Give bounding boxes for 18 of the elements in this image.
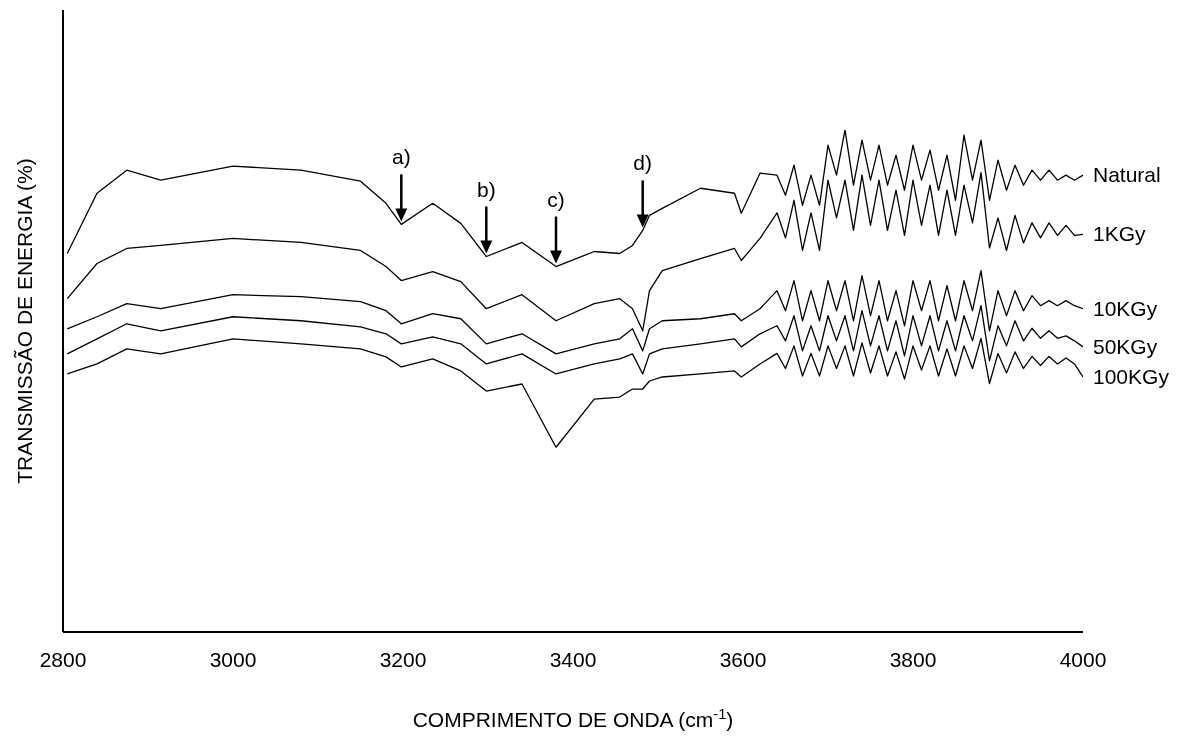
y-axis-title: TRANSMISSÃO DE ENERGIA (%): [13, 158, 36, 484]
x-tick-label: 3200: [379, 647, 427, 671]
series-label: 1KGy: [1093, 222, 1147, 246]
series-label: 100KGy: [1093, 364, 1170, 388]
x-tick-label: 4000: [1059, 647, 1107, 671]
x-tick-label: 2800: [39, 647, 87, 671]
x-tick-label: 3600: [719, 647, 767, 671]
x-tick-label: 3400: [549, 647, 597, 671]
annotation: b): [476, 177, 496, 201]
series-label: 10KGy: [1093, 296, 1158, 320]
annotation: c): [547, 187, 565, 211]
x-tick-label: 3000: [209, 647, 257, 671]
x-tick-label: 3800: [889, 647, 937, 671]
annotation: a): [391, 145, 411, 169]
x-axis-title: COMPRIMENTO DE ONDA (cm$^{-1}$): [412, 706, 734, 731]
series-label: 50KGy: [1093, 334, 1158, 358]
series-label: Natural: [1093, 163, 1161, 187]
annotation: d): [633, 151, 653, 175]
